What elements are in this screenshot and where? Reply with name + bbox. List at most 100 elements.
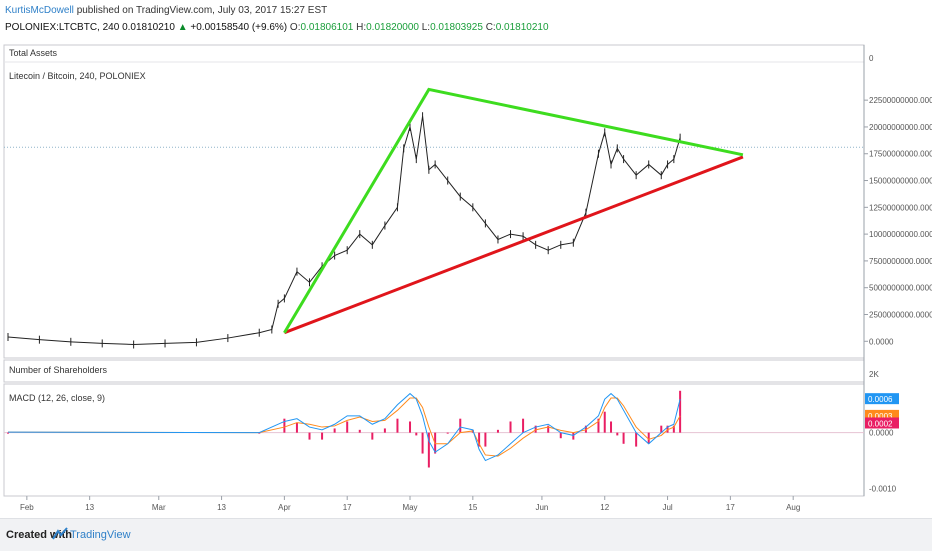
macd-histogram-bar	[547, 425, 550, 433]
shareholders-pane-frame	[3, 359, 865, 383]
close-label: C:	[485, 22, 496, 33]
created-with-label: Created with	[6, 529, 73, 541]
price-y-tick-label: 10000000000.0000	[869, 230, 932, 239]
macd-histogram-bar	[346, 421, 349, 433]
macd-signal-line	[7, 397, 681, 457]
price-y-axis: 0.0000 2500000000.0000 5000000000.0000 7500…	[864, 96, 932, 346]
macd-histogram-bar	[496, 429, 499, 433]
macd-histogram-value-badge	[865, 417, 899, 429]
tradingview-logo-icon	[52, 527, 68, 540]
open-value: 0.01806101	[300, 22, 354, 33]
chart-header: KurtisMcDowell published on TradingView.…	[0, 0, 932, 40]
footer-bar: Created with TradingView	[0, 518, 932, 551]
price-series-line	[7, 116, 681, 345]
macd-histogram-bar	[610, 421, 613, 433]
macd-histogram-bar	[616, 432, 619, 436]
total-assets-top-tick: 0	[869, 54, 874, 63]
chart-area[interactable]: Total Assets Litecoin / Bitcoin, 240, PO…	[0, 0, 932, 518]
macd-y-tick-label: -0.0010	[869, 484, 897, 493]
macd-histogram-bar	[396, 418, 399, 433]
macd-pane-title: MACD (12, 26, close, 9)	[9, 393, 105, 403]
price-y-tick-label: 0.0000	[869, 337, 894, 346]
macd-histogram-bar	[421, 432, 424, 454]
price-y-tick-label: 20000000000.0000	[869, 123, 932, 132]
support-trendline	[283, 155, 744, 335]
symbol-label: POLONIEX:LTCBTC, 240	[5, 22, 120, 33]
price-plot	[4, 87, 864, 349]
close-value: 0.01810210	[495, 22, 549, 33]
symbol-line: POLONIEX:LTCBTC, 240 0.01810210 ▲ +0.001…	[5, 22, 549, 33]
time-axis: Feb 13 Mar 13 Apr 17 May 15 Jun 12 Jul 17 Aug	[20, 496, 800, 512]
macd-histogram-bar	[415, 432, 418, 436]
time-tick-label: Aug	[786, 503, 800, 512]
price-y-tick-label: 15000000000.0000	[869, 177, 932, 186]
shareholders-label: Number of Shareholders	[9, 365, 108, 375]
macd-histogram-bar	[295, 422, 298, 433]
price-change: +0.00158540 (+9.6%)	[190, 22, 288, 33]
macd-histogram-bar	[409, 421, 412, 433]
macd-y-tick-label: 0.0000	[869, 429, 894, 438]
macd-signal-value: 0.0003	[868, 412, 893, 421]
price-y-tick-label: 17500000000.0000	[869, 150, 932, 159]
macd-histogram-bar	[484, 432, 487, 447]
macd-histogram-bar	[635, 432, 638, 447]
time-tick-label: Jul	[662, 503, 672, 512]
time-tick-label: Apr	[278, 503, 291, 512]
macd-histogram-bar	[647, 432, 650, 444]
price-y-tick-label: 2500000000.0000	[869, 310, 932, 319]
price-y-tick-label: 7500000000.0000	[869, 257, 932, 266]
total-assets-label: Total Assets	[9, 48, 58, 58]
time-tick-label: 13	[217, 503, 226, 512]
macd-histogram-bar	[622, 432, 625, 444]
time-tick-label: 12	[600, 503, 609, 512]
macd-histogram-bar	[358, 429, 361, 433]
macd-macd-value-badge	[865, 393, 899, 405]
price-pane-title: Litecoin / Bitcoin, 240, POLONIEX	[9, 71, 146, 81]
macd-histogram-bar	[534, 425, 537, 433]
price-y-tick-label: 5000000000.0000	[869, 284, 932, 293]
macd-histogram-bar	[666, 425, 669, 433]
low-label: L:	[421, 22, 431, 33]
macd-histogram-bar	[383, 428, 386, 433]
macd-histogram-bar	[559, 432, 562, 439]
time-tick-label: 17	[343, 503, 352, 512]
open-label: O:	[289, 22, 301, 33]
macd-histogram-bar	[603, 411, 606, 433]
tradingview-brand-link[interactable]: TradingView	[70, 529, 131, 541]
high-value: 0.01820000	[366, 22, 419, 33]
published-text: published on TradingView.com, July 03, 2…	[76, 5, 328, 16]
macd-histogram-bar	[427, 432, 430, 468]
macd-histogram-bar	[584, 425, 587, 433]
macd-histogram-bar	[321, 432, 324, 440]
macd-histogram-bar	[522, 418, 525, 433]
macd-histogram-bar	[679, 390, 682, 433]
last-price: 0.01810210	[122, 22, 175, 33]
time-tick-label: 17	[726, 503, 735, 512]
macd-histogram-bar	[572, 432, 575, 440]
macd-histogram-bar	[283, 418, 286, 433]
macd-histogram-bar	[446, 432, 449, 434]
macd-histogram-bar	[478, 432, 481, 447]
macd-line	[7, 392, 681, 462]
macd-histogram-bar	[459, 418, 462, 433]
time-tick-label: May	[402, 503, 417, 512]
macd-macd-value: 0.0006	[868, 395, 893, 404]
price-y-tick-label: 22500000000.0000	[869, 96, 932, 105]
shareholders-tick: 2K	[869, 370, 879, 379]
macd-histogram-bar	[333, 428, 336, 433]
macd-signal-value-badge	[865, 409, 899, 421]
low-value: 0.01803925	[430, 22, 483, 33]
price-y-tick-label: 12500000000.0000	[869, 203, 932, 212]
macd-histogram-bar	[660, 425, 663, 433]
macd-histogram-bar	[597, 418, 600, 433]
author-link[interactable]: KurtisMcDowell	[5, 5, 74, 16]
macd-histogram-bar	[7, 432, 9, 434]
macd-histogram-bar	[371, 432, 374, 440]
macd-histogram-bar	[672, 425, 675, 433]
high-label: H:	[356, 22, 367, 33]
triangle-trendline	[283, 87, 744, 334]
macd-histogram-bar	[308, 432, 311, 440]
time-tick-label: Feb	[20, 503, 34, 512]
macd-histogram-value: 0.0002	[868, 419, 893, 428]
